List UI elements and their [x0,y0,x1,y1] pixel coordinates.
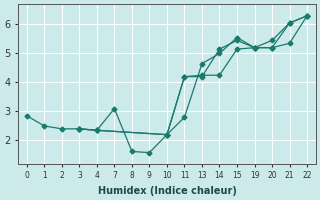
X-axis label: Humidex (Indice chaleur): Humidex (Indice chaleur) [98,186,236,196]
